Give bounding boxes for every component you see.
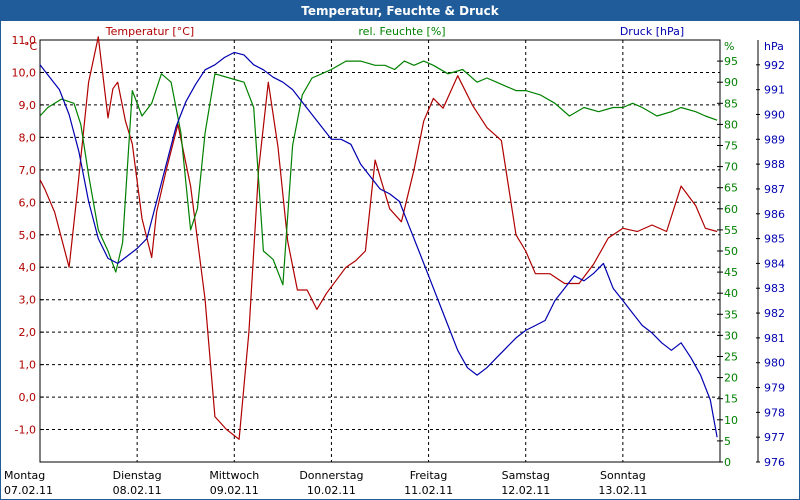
temperature-tick-label: 8,0 <box>19 131 37 144</box>
pressure-tick-label: 978 <box>764 406 785 419</box>
humidity-tick-label: 50 <box>724 245 738 258</box>
humidity-unit: % <box>724 40 734 53</box>
pressure-tick-label: 984 <box>764 257 785 270</box>
temperature-tick-label: 11,0 <box>12 34 37 47</box>
x-tick-date: 10.02.11 <box>307 484 356 497</box>
humidity-tick-label: 25 <box>724 351 738 364</box>
temperature-tick-label: 1,0 <box>19 359 37 372</box>
humidity-tick-label: 75 <box>724 140 738 153</box>
humidity-tick-label: 15 <box>724 393 738 406</box>
humidity-tick-label: 95 <box>724 55 738 68</box>
humidity-tick-label: 20 <box>724 372 738 385</box>
pressure-axis-label: Druck [hPa] <box>620 25 684 38</box>
humidity-tick-label: 80 <box>724 118 738 131</box>
plot-area <box>39 39 721 463</box>
humidity-tick-label: 70 <box>724 161 738 174</box>
x-tick-date: 07.02.11 <box>4 484 53 497</box>
pressure-tick-label: 981 <box>764 332 785 345</box>
pressure-series-line <box>39 51 718 438</box>
temperature-tick-label: 9,0 <box>19 99 37 112</box>
pressure-tick-label: 979 <box>764 382 785 395</box>
temperature-tick-label: 4,0 <box>19 261 37 274</box>
temperature-tick-label: 0,0 <box>19 391 37 404</box>
x-tick-day: Sonntag <box>600 469 646 482</box>
temperature-tick-label: -1,0 <box>15 424 36 437</box>
x-tick-date: 12.02.11 <box>501 484 550 497</box>
x-tick-date: 13.02.11 <box>598 484 647 497</box>
pressure-tick-label: 976 <box>764 456 785 469</box>
humidity-tick-label: 45 <box>724 266 738 279</box>
temperature-tick-label: 2,0 <box>19 326 37 339</box>
temperature-tick-label: 6,0 <box>19 196 37 209</box>
humidity-ticks: 0 5 10 15 20 25 30 35 40 45 50 55 60 65 70 75 80 85 90 95 <box>717 55 738 469</box>
humidity-tick-label: 60 <box>724 203 738 216</box>
temperature-tick-label: 7,0 <box>19 164 37 177</box>
pressure-tick-label: 990 <box>764 108 785 121</box>
pressure-tick-label: 983 <box>764 282 785 295</box>
humidity-tick-label: 40 <box>724 287 738 300</box>
pressure-tick-label: 985 <box>764 233 785 246</box>
humidity-tick-label: 65 <box>724 182 738 195</box>
x-tick-day: Freitag <box>410 469 448 482</box>
pressure-tick-label: 986 <box>764 208 785 221</box>
x-tick-day: Dienstag <box>113 469 162 482</box>
temperature-axis-label: Temperatur [°C] <box>105 25 194 38</box>
x-tick-date: 11.02.11 <box>404 484 453 497</box>
x-tick-date: 09.02.11 <box>210 484 259 497</box>
pressure-tick-label: 992 <box>764 59 785 72</box>
humidity-tick-label: 90 <box>724 76 738 89</box>
pressure-unit: hPa <box>764 40 784 53</box>
temperature-series-line <box>39 36 718 440</box>
humidity-tick-label: 5 <box>724 435 731 448</box>
humidity-tick-label: 55 <box>724 224 738 237</box>
pressure-tick-label: 977 <box>764 431 785 444</box>
pressure-tick-label: 988 <box>764 158 785 171</box>
x-tick-day: Samstag <box>502 469 550 482</box>
humidity-tick-label: 85 <box>724 97 738 110</box>
pressure-ticks: 976 977 978 979 980 981 982 983 984 985 986 987 988 9… <box>756 40 785 469</box>
temperature-tick-label: 10,0 <box>12 66 37 79</box>
x-tick-day: Montag <box>4 469 45 482</box>
chart-title: Temperatur, Feuchte & Druck <box>1 1 799 21</box>
temperature-tick-label: 5,0 <box>19 229 37 242</box>
humidity-tick-label: 0 <box>724 456 731 469</box>
pressure-tick-label: 980 <box>764 357 785 370</box>
x-tick-day: Donnerstag <box>299 469 363 482</box>
series-lines <box>39 36 718 440</box>
temperature-tick-label: 3,0 <box>19 294 37 307</box>
pressure-tick-label: 987 <box>764 183 785 196</box>
temperature-ticks: -1,0 0,0 1,0 2,0 3,0 4,0 5,0 6,0 7,0 8,0 9,0 10,0 11… <box>12 34 44 437</box>
humidity-tick-label: 35 <box>724 308 738 321</box>
humidity-axis-label: rel. Feuchte [%] <box>358 25 445 38</box>
pressure-tick-label: 982 <box>764 307 785 320</box>
humidity-series-line <box>39 60 718 286</box>
x-tick-day: Mittwoch <box>209 469 259 482</box>
temperature-unit: °C <box>24 40 38 53</box>
pressure-tick-label: 991 <box>764 84 785 97</box>
x-axis-ticks: Montag 07.02.11 Dienstag 08.02.11 Mittwoch 09… <box>4 469 647 497</box>
humidity-tick-label: 30 <box>724 329 738 342</box>
humidity-tick-label: 10 <box>724 414 738 427</box>
pressure-tick-label: 989 <box>764 133 785 146</box>
x-tick-date: 08.02.11 <box>113 484 162 497</box>
